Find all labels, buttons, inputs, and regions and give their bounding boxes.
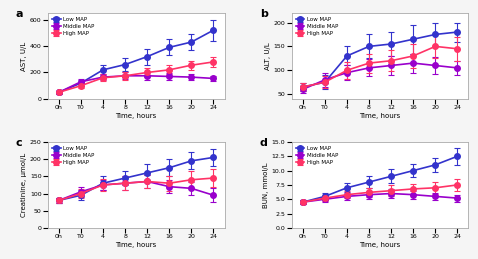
Y-axis label: ALT, U/L: ALT, U/L — [265, 42, 271, 70]
Y-axis label: Creatinine, μmol/L: Creatinine, μmol/L — [21, 153, 27, 217]
Text: c: c — [16, 138, 22, 148]
Legend: Low MAP, Middle MAP, High MAP: Low MAP, Middle MAP, High MAP — [294, 145, 340, 166]
Y-axis label: AST, U/L: AST, U/L — [21, 41, 27, 70]
X-axis label: Time, hours: Time, hours — [116, 113, 157, 119]
X-axis label: Time, hours: Time, hours — [116, 242, 157, 248]
Text: b: b — [260, 9, 268, 19]
Legend: Low MAP, Middle MAP, High MAP: Low MAP, Middle MAP, High MAP — [51, 16, 96, 37]
X-axis label: Time, hours: Time, hours — [359, 242, 401, 248]
Text: a: a — [16, 9, 23, 19]
Text: d: d — [260, 138, 268, 148]
Legend: Low MAP, Middle MAP, High MAP: Low MAP, Middle MAP, High MAP — [51, 145, 96, 166]
Y-axis label: BUN, mmol/L: BUN, mmol/L — [263, 162, 269, 208]
X-axis label: Time, hours: Time, hours — [359, 113, 401, 119]
Legend: Low MAP, Middle MAP, High MAP: Low MAP, Middle MAP, High MAP — [294, 16, 340, 37]
